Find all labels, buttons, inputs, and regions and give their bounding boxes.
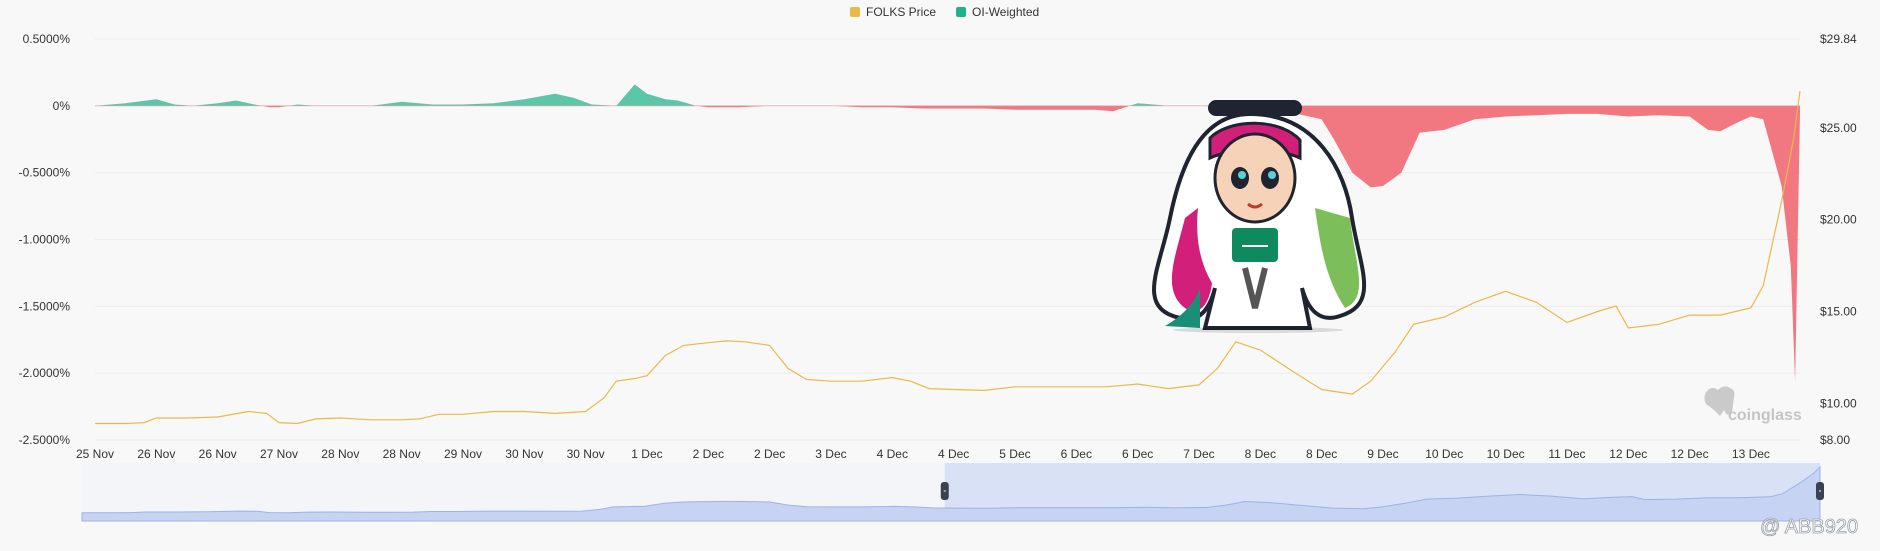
x-tick-label: 12 Dec <box>1609 447 1647 461</box>
y-right-tick-label: $25.00 <box>1820 121 1857 135</box>
y-right-tick-label: $8.00 <box>1820 433 1850 447</box>
plot-area <box>95 84 1801 425</box>
gridlines <box>95 38 1800 441</box>
y-left-tick-label: -1.5000% <box>19 299 71 313</box>
x-tick-label: 3 Dec <box>815 447 846 461</box>
y-left-tick-label: -2.5000% <box>19 433 71 447</box>
y-right-tick-label: $15.00 <box>1820 304 1857 318</box>
x-tick-label: 6 Dec <box>1122 447 1153 461</box>
oi-weighted-negative-area <box>262 105 1800 382</box>
x-tick-label: 12 Dec <box>1671 447 1709 461</box>
legend[interactable]: FOLKS Price OI-Weighted <box>850 5 1039 19</box>
oi-weighted-positive-area <box>95 84 1800 106</box>
navigator-series <box>81 465 1821 522</box>
coinglass-logo-icon <box>1704 386 1735 416</box>
x-tick-label: 9 Dec <box>1367 447 1398 461</box>
x-tick-label: 4 Dec <box>938 447 969 461</box>
x-tick-label: 11 Dec <box>1548 447 1585 461</box>
y-left-tick-label: -0.5000% <box>19 166 71 180</box>
y-right-tick-label: $29.84 <box>1820 32 1857 46</box>
x-tick-label: 4 Dec <box>877 447 908 461</box>
x-tick-label: 26 Nov <box>199 447 237 461</box>
x-tick-label: 10 Dec <box>1487 447 1525 461</box>
watermark-text: coinglass <box>1728 407 1802 424</box>
right-axis: $29.84 $25.00 $20.00 $15.00 $10.00 $8.00 <box>1820 32 1857 447</box>
x-tick-label: 30 Nov <box>505 447 543 461</box>
x-tick-label: 25 Nov <box>76 447 114 461</box>
coinglass-watermark: coinglass <box>1704 386 1802 424</box>
character-sticker-image <box>1152 100 1366 333</box>
legend-item-1[interactable]: OI-Weighted <box>956 5 1039 19</box>
y-right-tick-label: $10.00 <box>1820 396 1857 410</box>
legend-swatch <box>850 7 860 17</box>
x-tick-label: 6 Dec <box>1061 447 1092 461</box>
y-left-tick-label: 0% <box>53 99 71 113</box>
navigator[interactable] <box>81 463 1824 522</box>
x-tick-label: 2 Dec <box>693 447 724 461</box>
navigator-left-handle[interactable] <box>940 482 949 500</box>
x-tick-label: 28 Nov <box>321 447 359 461</box>
x-tick-label: 27 Nov <box>260 447 298 461</box>
x-tick-label: 13 Dec <box>1732 447 1770 461</box>
x-tick-label: 2 Dec <box>754 447 785 461</box>
corner-handle-text: @ ABB920 <box>1760 516 1858 538</box>
x-axis: 25 Nov 26 Nov 26 Nov 27 Nov 28 Nov 28 Nov 29 N… <box>76 447 1770 461</box>
x-tick-label: 8 Dec <box>1245 447 1276 461</box>
legend-swatch <box>956 7 967 17</box>
x-tick-label: 7 Dec <box>1183 447 1214 461</box>
x-tick-label: 1 Dec <box>631 447 662 461</box>
navigator-right-handle[interactable] <box>1816 482 1824 500</box>
y-left-tick-label: -1.0000% <box>19 233 71 247</box>
x-tick-label: 28 Nov <box>383 447 421 461</box>
x-tick-label: 29 Nov <box>444 447 482 461</box>
x-tick-label: 26 Nov <box>137 447 175 461</box>
legend-item-0[interactable]: FOLKS Price <box>850 5 936 19</box>
y-left-tick-label: 0.5000% <box>23 32 71 46</box>
left-axis: 0.5000% 0% -0.5000% -1.0000% -1.5000% -2.0000… <box>19 32 71 447</box>
x-tick-label: 10 Dec <box>1425 447 1463 461</box>
x-tick-label: 30 Nov <box>567 447 605 461</box>
folks-price-line <box>95 91 1801 425</box>
y-right-tick-label: $20.00 <box>1820 213 1857 227</box>
x-tick-label: 8 Dec <box>1306 447 1337 461</box>
legend-label: OI-Weighted <box>972 5 1039 19</box>
x-tick-label: 5 Dec <box>999 447 1030 461</box>
legend-label: FOLKS Price <box>866 5 936 19</box>
y-left-tick-label: -2.0000% <box>19 366 71 380</box>
